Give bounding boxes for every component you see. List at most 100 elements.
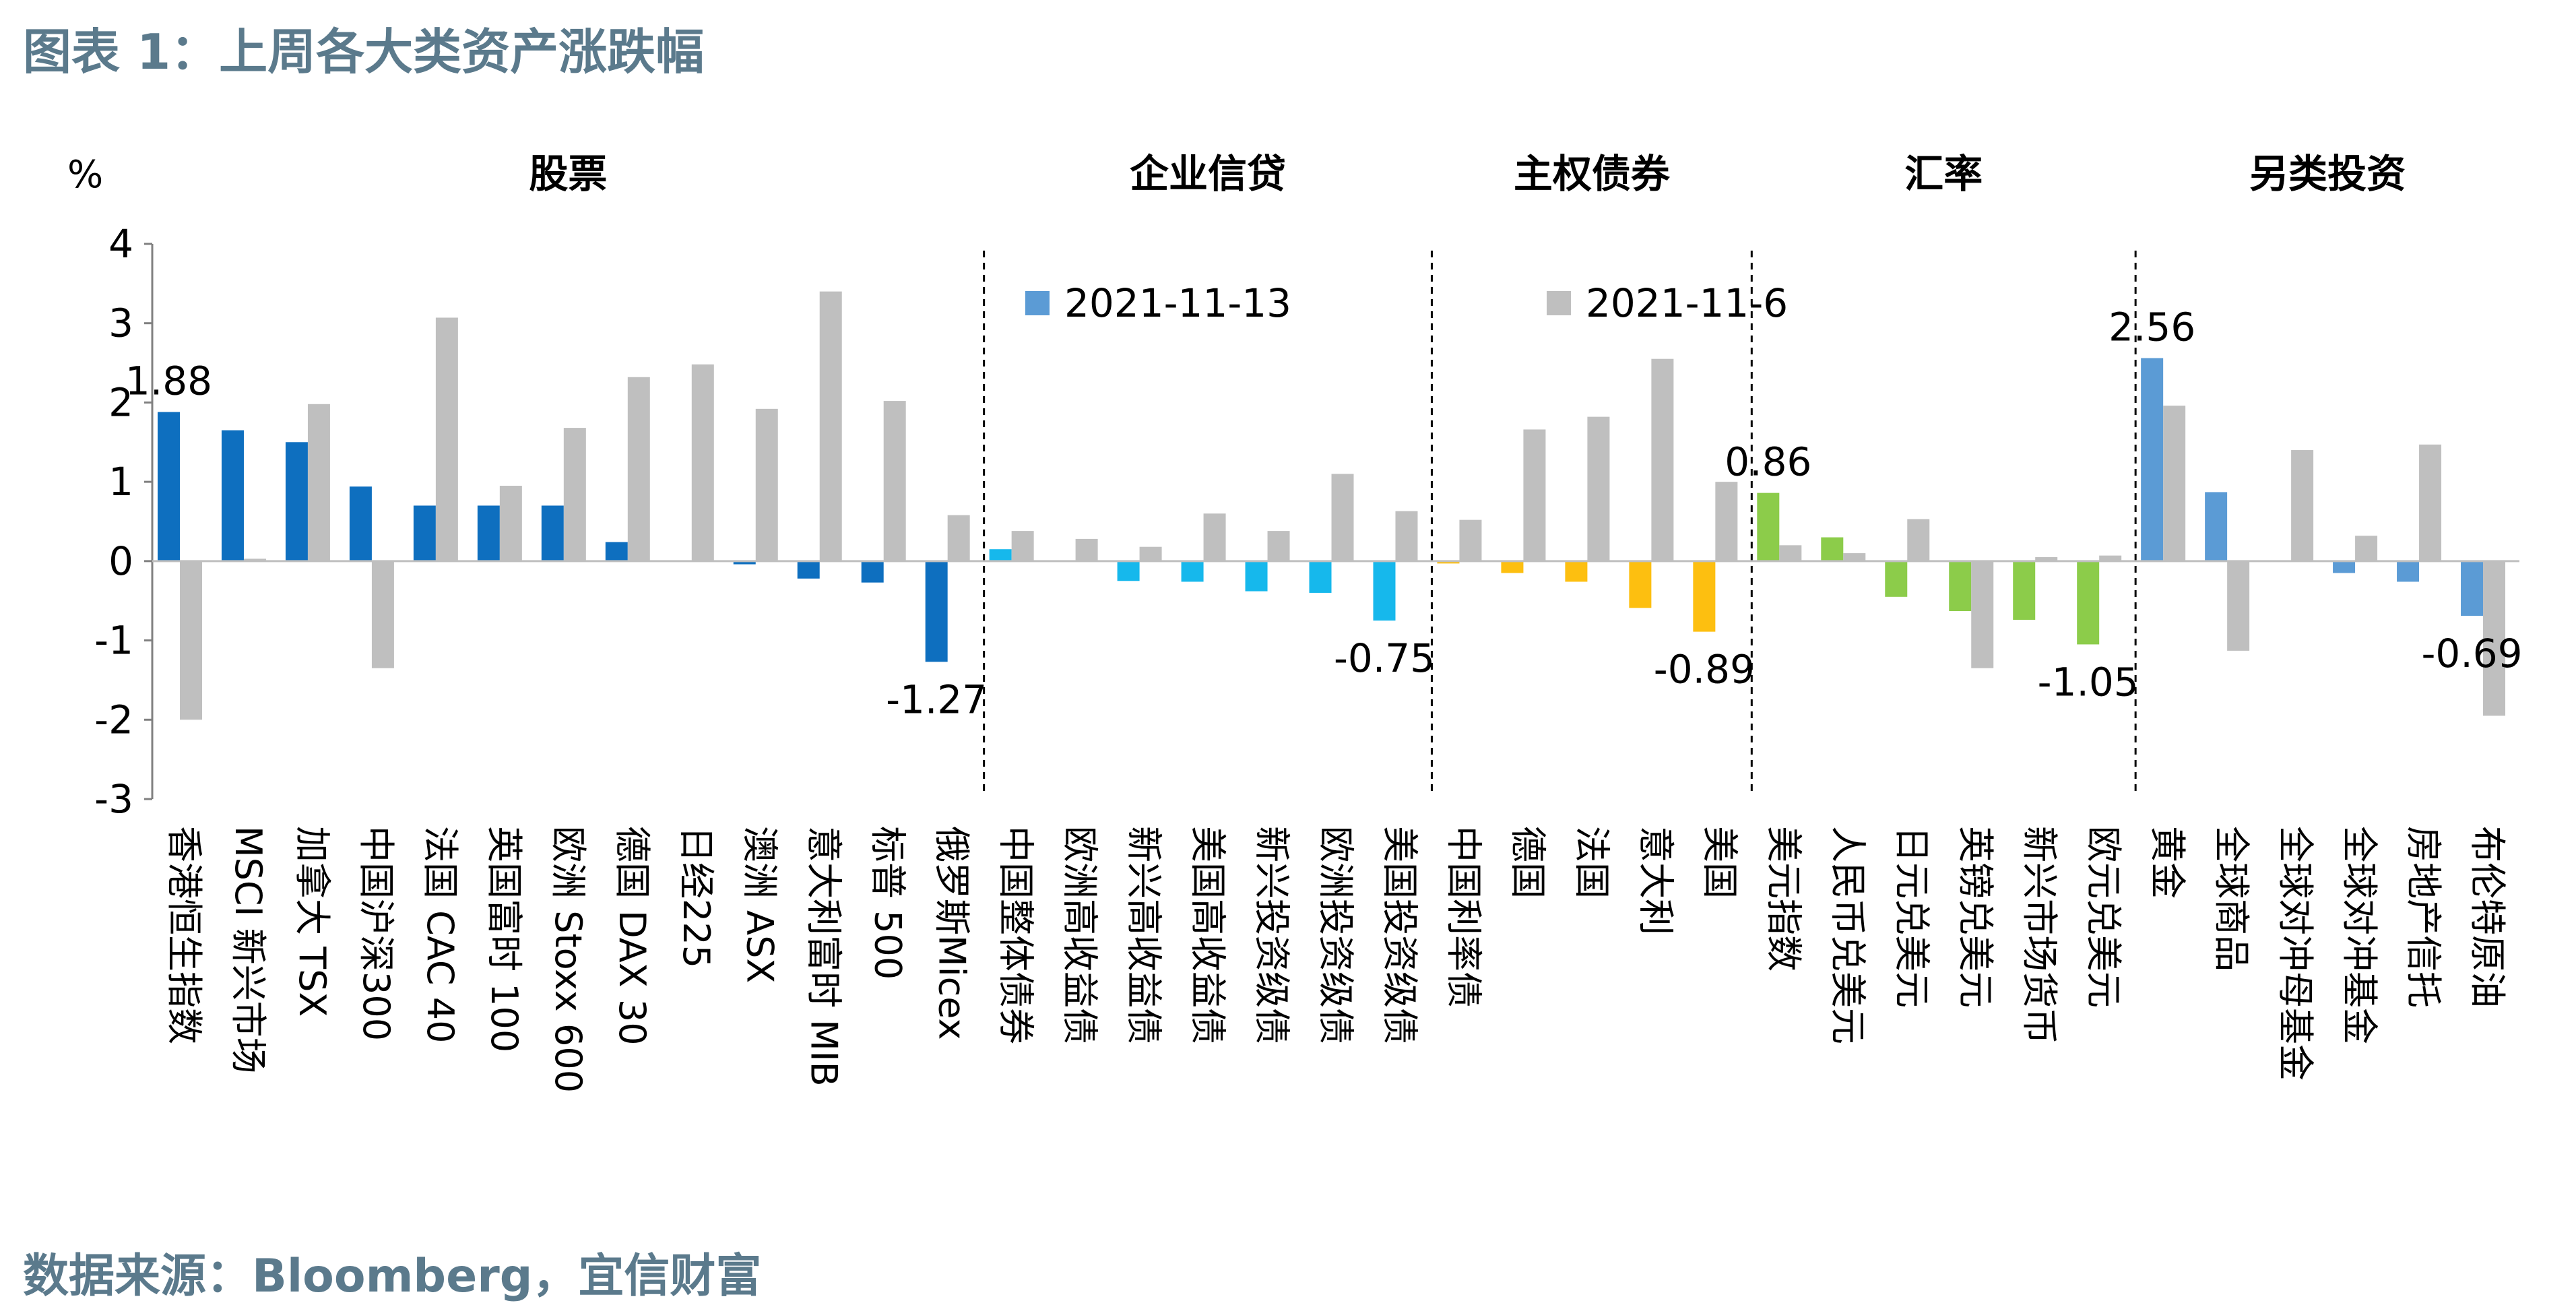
y-tick-label: 0: [108, 538, 133, 584]
group-dividers: [983, 251, 2137, 794]
x-category-label: MSCI 新兴市场: [227, 826, 269, 1074]
bar-2021-11-13: [1693, 561, 1716, 632]
legend-label-2021-11-6: 2021-11-6: [1586, 280, 1788, 326]
bar-2021-11-13: [861, 561, 884, 583]
x-category-label: 黄金: [2146, 826, 2189, 899]
x-category-label: 新兴市场货币: [2018, 826, 2061, 1044]
x-category-label: 香港恒生指数: [163, 826, 205, 1044]
group-header-label: 主权债券: [1514, 151, 1671, 197]
bar-2021-11-6: [1587, 416, 1610, 561]
bar-2021-11-6: [563, 428, 586, 561]
bar-2021-11-13: [2461, 561, 2484, 616]
x-category-label: 美国: [1698, 826, 1741, 899]
bar-2021-11-13: [1437, 561, 1460, 564]
bars: [158, 291, 2506, 720]
data-label: -0.89: [1654, 647, 1755, 693]
legend-swatch-2021-11-13: [1025, 291, 1050, 315]
x-category-label: 意大利富时 MIB: [803, 826, 845, 1087]
y-tick-label: 2: [108, 379, 133, 425]
bar-2021-11-13: [1821, 537, 1844, 561]
group-header-label: 企业信贷: [1130, 151, 1286, 197]
x-axis-labels: 香港恒生指数 MSCI 新兴市场 加拿大 TSX 中国沪深300 法国 CAC 40 英国…: [163, 826, 2509, 1093]
bar-2021-11-13: [925, 561, 948, 662]
bar-2021-11-6: [1011, 531, 1034, 561]
y-tick-label: 3: [108, 300, 133, 346]
bar-2021-11-13: [1181, 561, 1204, 582]
bar-2021-11-13: [1245, 561, 1268, 592]
bar-2021-11-13: [1949, 561, 1972, 612]
bar-2021-11-6: [2291, 450, 2314, 561]
bar-2021-11-13: [797, 561, 820, 579]
x-category-label: 标普 500: [867, 826, 909, 980]
x-category-label: 日元兑美元: [1890, 826, 1933, 1008]
data-label: 0.86: [1725, 439, 1811, 485]
bar-2021-11-13: [413, 505, 436, 561]
x-category-label: 布伦特原油: [2466, 826, 2509, 1008]
data-label: -1.27: [886, 676, 987, 722]
x-category-label: 中国整体债券: [995, 826, 1037, 1044]
y-tick-label: -3: [94, 776, 133, 822]
bar-2021-11-6: [755, 408, 778, 561]
data-label: -0.69: [2421, 631, 2522, 676]
x-category-label: 意大利: [1634, 826, 1677, 935]
y-tick-label: 1: [108, 459, 133, 505]
bar-2021-11-13: [541, 505, 564, 561]
bar-2021-11-13: [349, 486, 372, 561]
bar-2021-11-13: [2333, 561, 2356, 573]
x-category-label: 日经225: [675, 826, 717, 968]
bar-2021-11-6: [2419, 444, 2442, 561]
x-category-label: 欧洲高收益债: [1059, 826, 1101, 1044]
bar-2021-11-13: [1373, 561, 1396, 621]
bar-2021-11-6: [1651, 358, 1674, 561]
bar-2021-11-6: [307, 404, 330, 561]
bar-2021-11-6: [2163, 406, 2186, 561]
bar-2021-11-13: [221, 430, 244, 561]
x-category-label: 法国: [1570, 826, 1613, 899]
x-category-label: 全球对冲基金: [2338, 826, 2381, 1044]
x-category-label: 房地产信托: [2402, 826, 2445, 1008]
x-category-label: 欧元兑美元: [2082, 826, 2125, 1008]
bar-2021-11-6: [819, 291, 842, 561]
x-category-label: 新兴高收益债: [1123, 826, 1165, 1044]
x-category-label: 人民币兑美元: [1826, 826, 1869, 1044]
bar-2021-11-6: [371, 561, 394, 668]
bar-2021-11-13: [1117, 561, 1140, 581]
bar-2021-11-13: [285, 442, 308, 561]
bar-2021-11-6: [180, 561, 202, 720]
x-category-label: 全球商品: [2210, 826, 2253, 972]
y-tick-label: -1: [94, 618, 133, 664]
bar-2021-11-6: [1139, 546, 1162, 561]
legend-label-2021-11-13: 2021-11-13: [1064, 280, 1291, 326]
legend: 2021-11-13 2021-11-6: [1025, 280, 1788, 326]
bar-2021-11-6: [2227, 561, 2250, 651]
bar-2021-11-13: [158, 412, 180, 561]
bar-2021-11-6: [1843, 553, 1866, 561]
group-header-label: 股票: [529, 151, 607, 197]
x-category-label: 加拿大 TSX: [291, 826, 333, 1017]
data-label: 1.88: [125, 358, 212, 404]
x-category-label: 美国投资级债: [1378, 826, 1421, 1044]
bar-2021-11-6: [1203, 513, 1226, 561]
x-category-label: 全球对冲母基金: [2274, 826, 2317, 1081]
bar-2021-11-6: [1523, 429, 1546, 561]
bar-2021-11-6: [1779, 545, 1802, 561]
x-category-label: 澳洲 ASX: [739, 826, 781, 983]
y-tick-label: 4: [108, 221, 133, 267]
bar-2021-11-13: [1309, 561, 1332, 593]
bar-2021-11-6: [691, 364, 714, 561]
bar-2021-11-6: [243, 559, 266, 561]
bar-2021-11-6: [947, 515, 970, 561]
bar-2021-11-6: [435, 317, 458, 561]
bar-2021-11-6: [1907, 519, 1930, 561]
x-category-label: 欧洲 Stoxx 600: [547, 826, 589, 1093]
data-labels: 1.88 -1.27 -0.75 -0.89 0.86 -1.05 2.56 -0.69: [125, 305, 2523, 723]
bar-2021-11-13: [1501, 561, 1524, 573]
bar-2021-11-6: [2035, 556, 2058, 561]
data-label: 2.56: [2108, 305, 2195, 350]
bar-2021-11-13: [2013, 561, 2036, 620]
group-header-label: 汇率: [1904, 151, 1983, 197]
bar-2021-11-13: [2205, 492, 2228, 561]
x-category-label: 英国富时 100: [483, 826, 525, 1052]
y-tick-label: -2: [94, 697, 133, 742]
x-category-label: 中国利率债: [1442, 826, 1485, 1008]
